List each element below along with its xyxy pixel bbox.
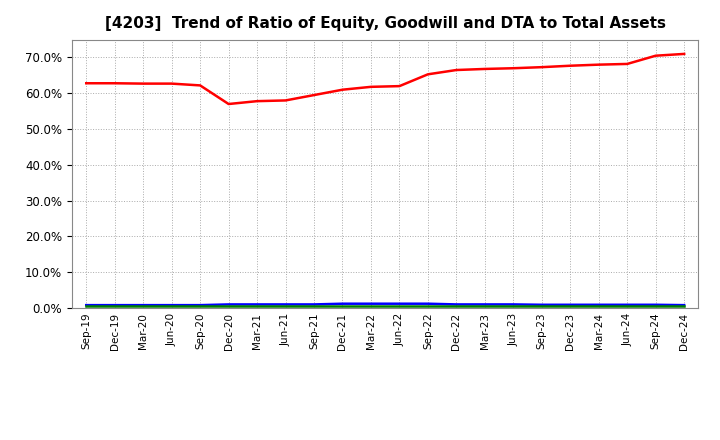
Goodwill [680,302,688,308]
Deferred Tax Assets [623,304,631,309]
Deferred Tax Assets [110,304,119,309]
Equity [338,87,347,92]
Goodwill [196,302,204,308]
Goodwill [452,302,461,307]
Deferred Tax Assets [82,304,91,309]
Deferred Tax Assets [139,304,148,309]
Equity [623,61,631,66]
Goodwill [537,302,546,308]
Title: [4203]  Trend of Ratio of Equity, Goodwill and DTA to Total Assets: [4203] Trend of Ratio of Equity, Goodwil… [104,16,666,32]
Equity [196,83,204,88]
Equity [253,99,261,104]
Goodwill [652,302,660,308]
Goodwill [82,302,91,308]
Deferred Tax Assets [282,304,290,309]
Equity [423,72,432,77]
Equity [537,65,546,70]
Goodwill [167,302,176,308]
Deferred Tax Assets [423,304,432,309]
Goodwill [395,301,404,306]
Deferred Tax Assets [680,304,688,309]
Equity [452,67,461,73]
Goodwill [595,302,603,308]
Equity [282,98,290,103]
Equity [82,81,91,86]
Deferred Tax Assets [509,304,518,309]
Goodwill [310,302,318,307]
Line: Equity: Equity [86,54,684,104]
Goodwill [225,302,233,307]
Equity [566,63,575,68]
Equity [167,81,176,86]
Deferred Tax Assets [480,304,489,309]
Deferred Tax Assets [253,304,261,309]
Goodwill [110,302,119,308]
Deferred Tax Assets [395,304,404,309]
Deferred Tax Assets [452,304,461,309]
Equity [395,84,404,89]
Deferred Tax Assets [566,304,575,309]
Goodwill [623,302,631,308]
Equity [480,66,489,72]
Deferred Tax Assets [537,304,546,309]
Goodwill [282,302,290,307]
Equity [110,81,119,86]
Deferred Tax Assets [310,304,318,309]
Deferred Tax Assets [652,304,660,309]
Goodwill [566,302,575,308]
Goodwill [139,302,148,308]
Equity [652,53,660,59]
Goodwill [480,302,489,307]
Deferred Tax Assets [366,304,375,309]
Equity [366,84,375,89]
Equity [225,101,233,106]
Deferred Tax Assets [595,304,603,309]
Goodwill [338,301,347,306]
Goodwill [253,302,261,307]
Goodwill [509,302,518,307]
Line: Goodwill: Goodwill [86,304,684,305]
Equity [509,66,518,71]
Equity [680,51,688,57]
Equity [595,62,603,67]
Deferred Tax Assets [338,304,347,309]
Deferred Tax Assets [167,304,176,309]
Goodwill [366,301,375,306]
Deferred Tax Assets [225,304,233,309]
Goodwill [423,301,432,306]
Deferred Tax Assets [196,304,204,309]
Equity [139,81,148,86]
Equity [310,92,318,98]
